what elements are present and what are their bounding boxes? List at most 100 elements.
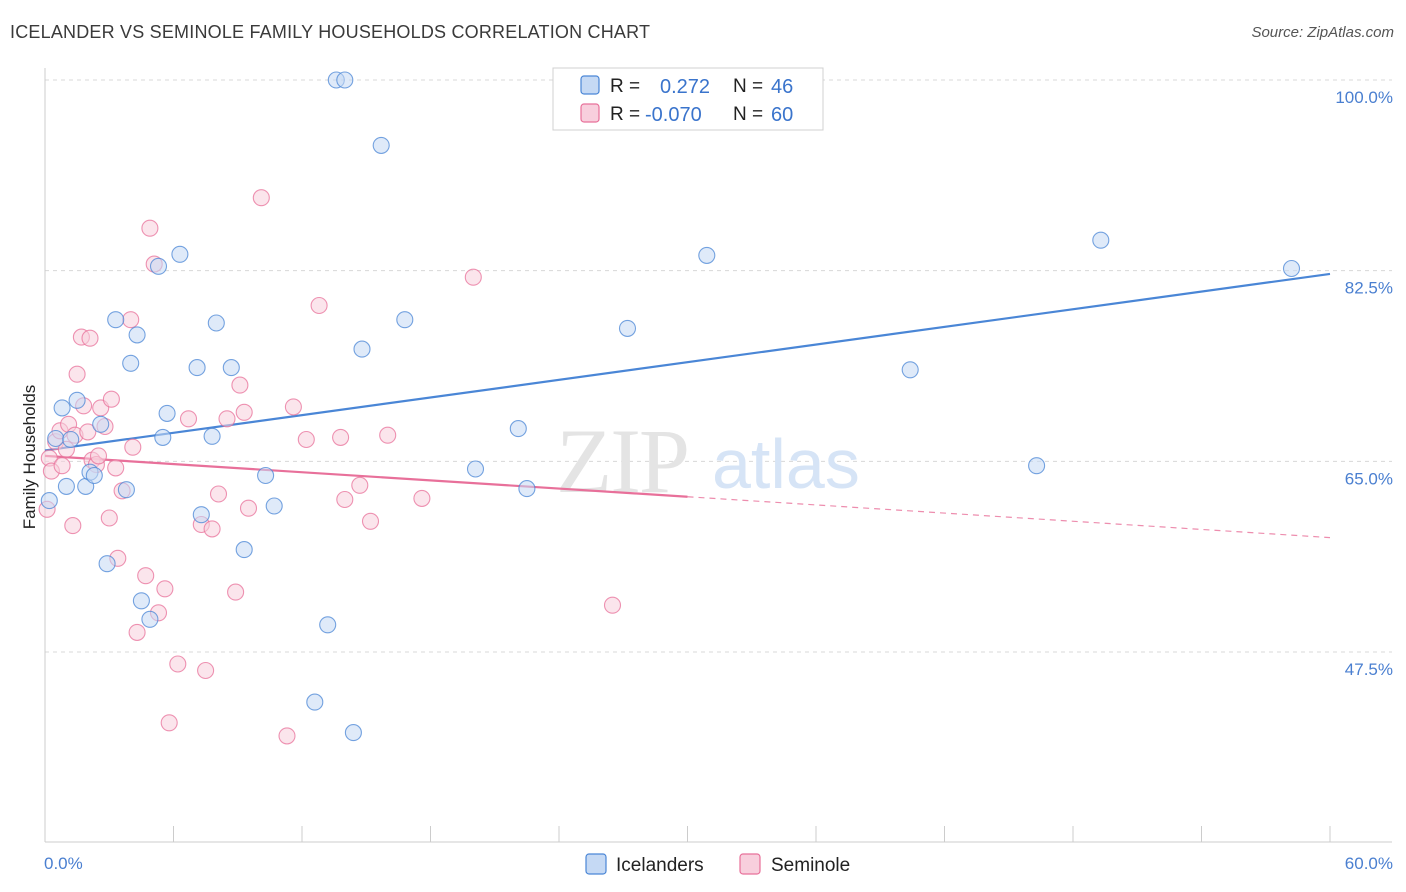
- point-icelanders-21: [188, 359, 206, 377]
- point-icelanders-42: [901, 361, 919, 379]
- point-seminole-45: [252, 189, 270, 207]
- x-tick-label-start: 0.0%: [44, 854, 83, 873]
- point-seminole-25: [122, 311, 140, 329]
- point-seminole-37: [197, 661, 215, 680]
- trend-lines: [44, 272, 1331, 539]
- point-seminole-50: [332, 428, 350, 446]
- axis-labels: 47.5% 65.0% 82.5% 100.0% 0.0% 60.0% Family Hou…: [20, 88, 1393, 873]
- point-seminole-33: [160, 714, 178, 732]
- legend-r-label-icelanders: R =: [610, 76, 640, 97]
- point-icelanders-45: [1282, 259, 1301, 278]
- series-legend: Icelanders Seminole: [585, 853, 850, 876]
- point-seminole-49: [310, 296, 328, 315]
- point-icelanders-18: [154, 428, 172, 446]
- point-icelanders-20: [171, 245, 189, 263]
- point-icelanders-32: [336, 71, 354, 89]
- point-seminole-40: [218, 410, 236, 428]
- point-icelanders-37: [466, 460, 485, 478]
- point-seminole-46: [278, 727, 296, 745]
- point-seminole-20: [100, 509, 118, 527]
- point-icelanders-3: [57, 477, 75, 495]
- point-icelanders-29: [306, 693, 324, 711]
- point-seminole-10: [68, 365, 86, 383]
- point-icelanders-13: [122, 354, 140, 372]
- legend-r-label-seminole: R =: [610, 104, 640, 125]
- point-seminole-44: [239, 499, 258, 517]
- watermark-zip: ZIP: [556, 410, 688, 512]
- point-seminole-5: [53, 457, 71, 475]
- point-seminole-53: [361, 512, 380, 530]
- y-axis-title: Family Households: [20, 385, 39, 530]
- y-tick-label-3: 100.0%: [1335, 88, 1393, 107]
- point-icelanders-38: [509, 420, 527, 438]
- point-icelanders-12: [117, 481, 135, 499]
- point-seminole-47: [284, 398, 302, 416]
- y-tick-label-0: 47.5%: [1345, 660, 1393, 679]
- x-tick-label-end: 60.0%: [1345, 854, 1393, 873]
- point-icelanders-2: [53, 399, 71, 417]
- point-icelanders-41: [698, 246, 716, 264]
- point-seminole-52: [351, 476, 369, 494]
- point-icelanders-34: [353, 340, 371, 358]
- point-icelanders-15: [132, 592, 150, 610]
- data-points: [38, 71, 1301, 745]
- point-icelanders-4: [62, 430, 80, 449]
- point-icelanders-24: [207, 314, 225, 332]
- chart-title: ICELANDER VS SEMINOLE FAMILY HOUSEHOLDS …: [10, 22, 651, 42]
- point-icelanders-8: [85, 466, 103, 485]
- point-seminole-48: [297, 430, 315, 449]
- point-seminole-14: [81, 329, 99, 347]
- series-legend-swatch-seminole: [739, 853, 761, 875]
- legend-swatch-icelanders: [580, 75, 600, 95]
- point-icelanders-43: [1028, 457, 1046, 475]
- point-seminole-57: [603, 596, 622, 614]
- point-seminole-21: [102, 390, 120, 408]
- point-icelanders-35: [372, 136, 390, 154]
- point-seminole-26: [124, 438, 142, 456]
- legend-n-label-icelanders: N =: [733, 76, 763, 97]
- series-legend-label-icelanders: Icelanders: [616, 855, 704, 876]
- legend-n-value-icelanders: 46: [771, 76, 793, 98]
- point-seminole-42: [231, 376, 249, 394]
- point-seminole-32: [156, 580, 174, 598]
- point-seminole-51: [336, 490, 354, 509]
- point-icelanders-0: [40, 492, 58, 510]
- point-icelanders-40: [618, 319, 637, 337]
- legend-n-value-seminole: 60: [771, 104, 793, 126]
- point-icelanders-17: [149, 257, 168, 275]
- point-seminole-54: [379, 426, 397, 444]
- point-icelanders-30: [319, 616, 337, 634]
- point-seminole-17: [89, 447, 108, 465]
- trend-line-icelanders: [44, 272, 1331, 452]
- point-seminole-28: [137, 567, 155, 585]
- point-seminole-34: [169, 655, 187, 673]
- point-icelanders-39: [518, 480, 536, 498]
- point-seminole-43: [235, 403, 253, 421]
- point-icelanders-1: [47, 429, 65, 448]
- point-seminole-35: [179, 410, 198, 428]
- point-seminole-29: [141, 219, 159, 237]
- point-seminole-8: [64, 517, 82, 535]
- point-icelanders-16: [141, 610, 159, 628]
- point-icelanders-36: [396, 311, 414, 329]
- point-seminole-56: [464, 268, 482, 286]
- point-seminole-41: [227, 583, 245, 601]
- watermark-atlas: atlas: [712, 425, 860, 503]
- point-icelanders-25: [222, 359, 240, 377]
- source-credit: Source: ZipAtlas.com: [1251, 24, 1394, 41]
- point-seminole-13: [79, 423, 97, 441]
- point-icelanders-5: [68, 391, 86, 409]
- point-icelanders-23: [203, 427, 221, 445]
- point-icelanders-26: [235, 541, 253, 559]
- point-icelanders-33: [344, 724, 362, 742]
- point-icelanders-19: [158, 404, 176, 422]
- legend-r-value-seminole: -0.070: [645, 104, 702, 126]
- point-icelanders-10: [98, 555, 116, 573]
- grid-lines: [45, 79, 1392, 653]
- point-icelanders-14: [128, 326, 146, 344]
- point-icelanders-11: [107, 311, 125, 329]
- point-seminole-38: [203, 520, 221, 538]
- trend-line-seminole-extension: [687, 496, 1331, 539]
- legend-swatch-seminole: [580, 103, 600, 123]
